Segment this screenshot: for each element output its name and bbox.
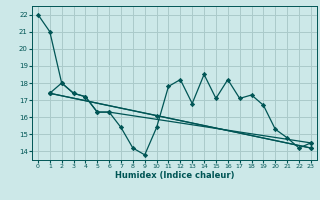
- X-axis label: Humidex (Indice chaleur): Humidex (Indice chaleur): [115, 171, 234, 180]
